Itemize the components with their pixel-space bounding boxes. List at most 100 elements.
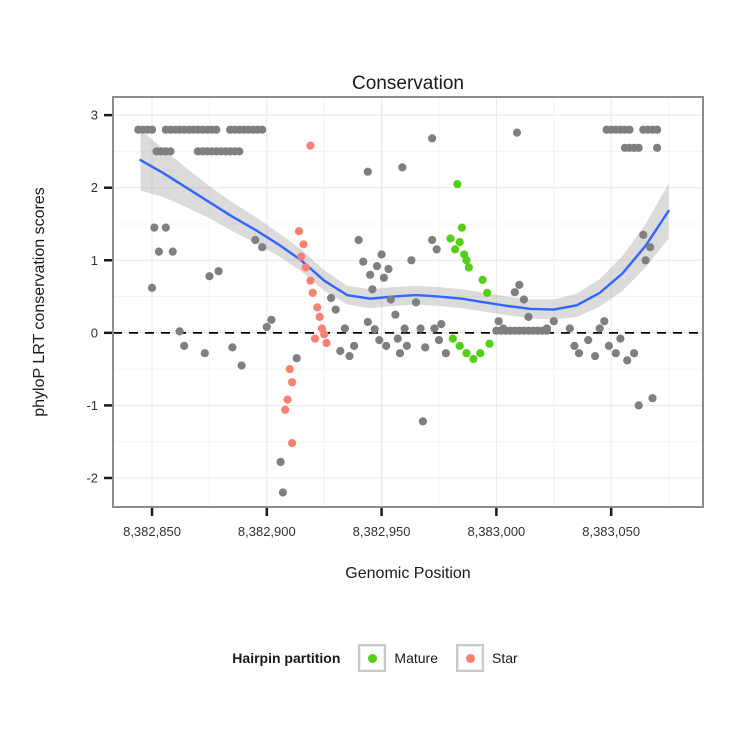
- data-point-other: [368, 285, 377, 294]
- data-point-star: [322, 338, 331, 348]
- data-point-other: [616, 334, 625, 343]
- data-point-other: [161, 223, 170, 232]
- data-point-other: [411, 298, 421, 307]
- data-point-mature: [448, 334, 457, 343]
- data-point-other: [639, 230, 648, 239]
- data-point-other: [542, 324, 552, 333]
- legend-item-mature: Mature: [358, 644, 438, 672]
- data-point-other: [421, 343, 430, 352]
- data-point-other: [625, 125, 634, 134]
- data-layer: [113, 125, 703, 497]
- data-point-other: [372, 262, 382, 271]
- panel-background: [113, 97, 703, 507]
- grid-layer: [113, 97, 703, 507]
- data-point-other: [653, 125, 662, 134]
- x-tick-label: 8,382,900: [238, 524, 296, 539]
- data-point-other: [519, 295, 529, 304]
- data-point-other: [359, 257, 368, 266]
- data-point-other: [237, 361, 246, 370]
- data-point-other: [354, 235, 363, 245]
- data-point-other: [363, 317, 372, 327]
- data-point-other: [428, 134, 437, 143]
- data-point-other: [653, 143, 662, 152]
- data-point-other: [258, 243, 267, 252]
- data-point-other: [205, 272, 214, 281]
- data-point-other: [524, 312, 533, 321]
- hairpin-partition-legend: Hairpin partition Mature Star: [0, 638, 750, 678]
- panel-border: [112, 96, 704, 508]
- data-point-star: [320, 330, 329, 339]
- data-point-other: [549, 317, 558, 326]
- data-point-other: [276, 457, 285, 467]
- y-tick-label: -2: [86, 470, 98, 485]
- data-point-other: [200, 349, 209, 358]
- data-point-other: [168, 247, 177, 256]
- x-tick-label: 8,383,050: [582, 524, 640, 539]
- data-point-mature: [455, 238, 464, 247]
- data-point-other: [386, 295, 395, 304]
- data-point-other: [327, 293, 336, 303]
- data-point-other: [393, 334, 402, 343]
- data-point-other: [634, 401, 643, 410]
- data-point-mature: [457, 223, 466, 232]
- data-point-other: [604, 341, 614, 350]
- data-point-other: [228, 343, 237, 352]
- data-point-other: [584, 336, 593, 345]
- data-point-other: [363, 167, 372, 176]
- data-point-other: [395, 349, 405, 358]
- data-point-star: [306, 141, 315, 150]
- y-tick-label: 0: [91, 325, 98, 340]
- data-point-other: [336, 346, 345, 356]
- data-point-mature: [469, 354, 478, 364]
- data-point-star: [299, 240, 308, 249]
- data-point-other: [641, 256, 650, 265]
- data-point-mature: [478, 275, 487, 284]
- x-tick-label: 8,382,950: [353, 524, 411, 539]
- legend-label-mature: Mature: [394, 650, 438, 666]
- data-point-other: [499, 324, 508, 333]
- data-point-star: [281, 405, 290, 414]
- data-point-other: [630, 349, 639, 358]
- data-point-star: [315, 312, 324, 321]
- data-point-other: [434, 336, 444, 345]
- data-point-other: [407, 256, 416, 265]
- data-point-mature: [462, 349, 471, 358]
- data-point-other: [350, 341, 359, 350]
- data-point-other: [510, 288, 519, 297]
- y-tick-label: 3: [91, 108, 98, 123]
- data-point-other: [441, 349, 450, 358]
- data-point-other: [377, 250, 386, 259]
- data-point-other: [366, 270, 375, 279]
- data-point-other: [180, 341, 189, 350]
- data-point-other: [574, 349, 584, 358]
- y-tick-label: 1: [91, 253, 98, 268]
- data-point-other: [416, 324, 425, 333]
- data-point-mature: [476, 349, 485, 358]
- data-point-other: [432, 245, 441, 254]
- y-tick-label: -1: [86, 398, 98, 413]
- data-point-star: [313, 303, 322, 312]
- data-point-other: [391, 310, 400, 319]
- data-point-other: [251, 235, 260, 245]
- data-point-other: [166, 147, 175, 156]
- data-point-other: [278, 488, 287, 497]
- data-point-other: [418, 417, 427, 426]
- data-point-other: [595, 324, 604, 333]
- data-point-other: [512, 128, 522, 137]
- data-point-other: [258, 125, 267, 134]
- data-point-other: [646, 243, 655, 252]
- data-point-mature: [453, 180, 462, 189]
- data-point-star: [283, 395, 292, 404]
- data-point-star: [308, 288, 317, 297]
- data-point-mature: [455, 341, 464, 350]
- data-point-other: [402, 341, 411, 350]
- data-point-other: [494, 317, 503, 326]
- legend-key-mature: [358, 644, 387, 672]
- data-point-other: [591, 352, 600, 361]
- data-point-other: [150, 223, 159, 232]
- data-point-other: [292, 354, 301, 363]
- data-point-other: [611, 349, 620, 358]
- data-point-mature: [462, 256, 471, 265]
- data-point-other: [340, 324, 349, 333]
